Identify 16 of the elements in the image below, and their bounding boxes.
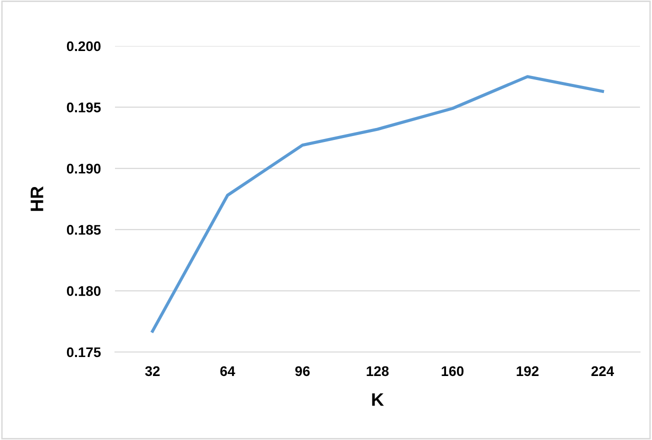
y-tick-label: 0.195 [66,102,101,112]
x-tick-label: 64 [220,366,236,376]
y-tick-label: 0.180 [66,286,101,296]
x-tick-label: 128 [366,366,389,376]
x-tick-label: 160 [442,366,464,376]
y-tick-label: 0.200 [66,41,101,52]
line-series [150,75,604,333]
y-tick-label: 0.185 [66,224,101,235]
x-axis-title: K [372,393,384,406]
x-tick-label: 32 [145,366,160,376]
y-tick-label: 0.175 [66,347,101,358]
y-tick-label: 0.190 [66,164,101,174]
x-tick-label: 224 [591,366,614,376]
x-tick-label: 96 [295,366,310,376]
x-tick-label: 192 [516,366,539,376]
y-axis-title: HR [30,186,44,211]
